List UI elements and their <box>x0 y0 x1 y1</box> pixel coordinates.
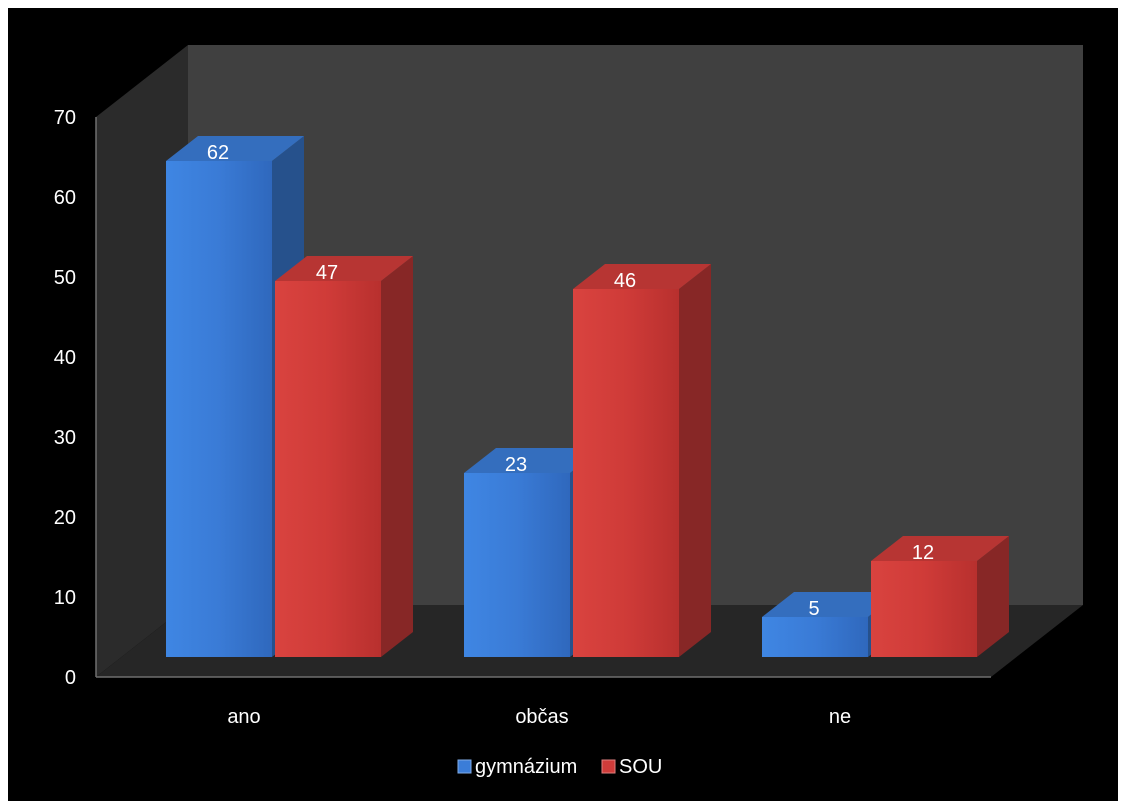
bar-front <box>762 617 868 657</box>
bar-SOU-ano <box>275 256 413 657</box>
bar-front <box>275 281 381 657</box>
y-tick-label: 50 <box>54 267 76 289</box>
data-label: 47 <box>316 262 338 284</box>
data-label: 46 <box>614 270 636 292</box>
bar-front <box>464 473 570 657</box>
x-tick-labels: ano občas ne <box>227 706 851 728</box>
bar-side <box>381 256 413 657</box>
bar-front <box>573 289 679 657</box>
y-tick-label: 40 <box>54 347 76 369</box>
y-tick-label: 10 <box>54 587 76 609</box>
x-tick-label: občas <box>515 706 568 728</box>
legend-swatch <box>458 760 471 773</box>
legend-label: SOU <box>619 756 662 778</box>
y-tick-labels: 0 10 20 30 40 50 60 70 <box>54 107 76 689</box>
data-label: 62 <box>207 142 229 164</box>
x-tick-label: ne <box>829 706 851 728</box>
y-tick-label: 30 <box>54 427 76 449</box>
y-tick-label: 20 <box>54 507 76 529</box>
bar-SOU-ne <box>871 536 1009 657</box>
bar-front <box>166 161 272 657</box>
legend: gymnázium SOU <box>458 756 662 778</box>
bar-chart: 0 10 20 30 40 50 60 70 62 47 23 46 5 12 ano občas ne g… <box>8 8 1118 801</box>
x-tick-label: ano <box>227 706 260 728</box>
data-label: 5 <box>808 598 819 620</box>
y-tick-label: 60 <box>54 187 76 209</box>
data-label: 12 <box>912 542 934 564</box>
bar-SOU-občas <box>573 264 711 657</box>
legend-item-gymnázium: gymnázium <box>458 756 577 778</box>
legend-item-SOU: SOU <box>602 756 662 778</box>
y-tick-label: 70 <box>54 107 76 129</box>
chart-frame: 0 10 20 30 40 50 60 70 62 47 23 46 5 12 ano občas ne g… <box>8 8 1118 801</box>
y-tick-label: 0 <box>65 667 76 689</box>
legend-label: gymnázium <box>475 756 577 778</box>
bar-side <box>679 264 711 657</box>
bar-front <box>871 561 977 657</box>
legend-swatch <box>602 760 615 773</box>
data-label: 23 <box>505 454 527 476</box>
